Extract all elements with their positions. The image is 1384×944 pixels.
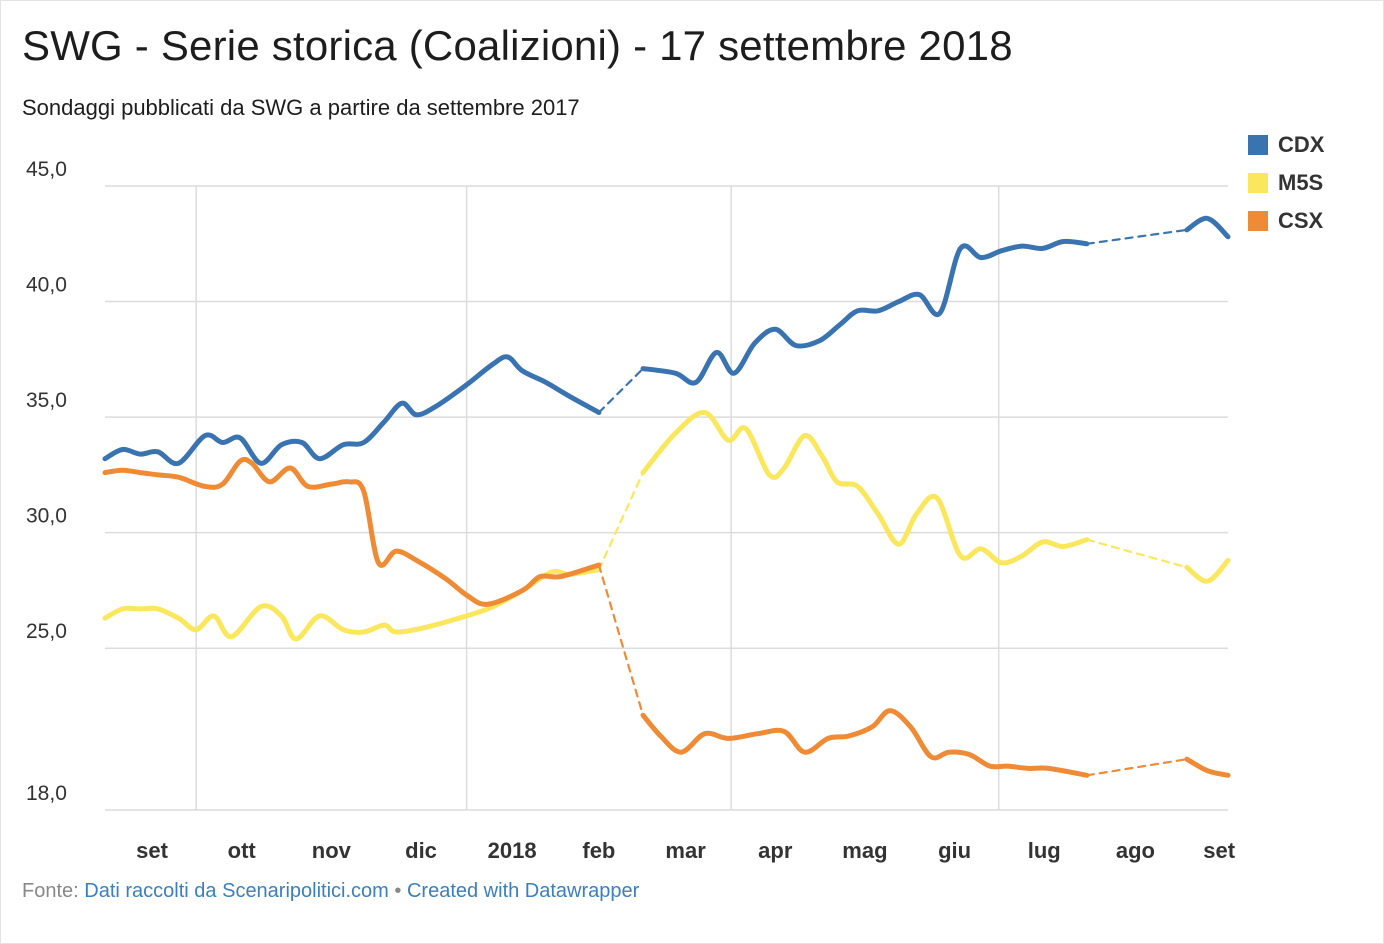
legend-item-m5s: M5S bbox=[1248, 164, 1324, 202]
footer-prefix: Fonte: bbox=[22, 880, 79, 902]
legend-label-m5s: M5S bbox=[1278, 170, 1324, 195]
line-cdx-solid bbox=[640, 238, 1090, 386]
line-cdx-dashed bbox=[597, 367, 645, 414]
x-tick-label: feb bbox=[582, 838, 615, 863]
legend-label-csx: CSX bbox=[1278, 208, 1324, 233]
footer-separator: • bbox=[394, 880, 402, 902]
chart-subtitle: Sondaggi pubblicati da SWG a partire da … bbox=[22, 95, 580, 120]
series-m5s bbox=[102, 409, 1231, 642]
x-tick-label: 2018 bbox=[488, 838, 537, 863]
y-tick-label: 18,0 bbox=[26, 782, 67, 805]
legend-swatch-m5s bbox=[1248, 173, 1268, 193]
line-m5s-dashed bbox=[597, 471, 645, 571]
series-csx bbox=[102, 456, 1231, 778]
x-tick-label: ott bbox=[228, 838, 257, 863]
x-tick-label: ago bbox=[1116, 838, 1155, 863]
line-cdx-solid bbox=[1184, 215, 1231, 240]
x-tick-label: lug bbox=[1028, 838, 1061, 863]
x-tick-label: set bbox=[136, 838, 168, 863]
x-tick-label: giu bbox=[938, 838, 971, 863]
footer: Fonte: Dati raccolti da Scenaripolitici.… bbox=[22, 880, 639, 903]
x-tick-label: mag bbox=[842, 838, 887, 863]
y-tick-label: 35,0 bbox=[26, 389, 67, 412]
x-tick-label: set bbox=[1203, 838, 1235, 863]
x-tick-label: dic bbox=[405, 838, 437, 863]
line-m5s-dashed bbox=[1085, 538, 1188, 569]
line-csx-dashed bbox=[1085, 758, 1188, 777]
legend-swatch-csx bbox=[1248, 211, 1268, 231]
line-csx-solid bbox=[1184, 756, 1231, 778]
legend-item-csx: CSX bbox=[1248, 202, 1324, 240]
axis-labels: 45,0 40,0 35,0 30,0 25,0 18,0 set ott nov dic 2018… bbox=[26, 158, 1236, 863]
line-m5s-solid bbox=[102, 567, 602, 642]
series-cdx bbox=[102, 215, 1231, 467]
line-m5s-solid bbox=[1184, 557, 1231, 584]
legend: CDX M5S CSX bbox=[1248, 126, 1324, 240]
x-tick-label: mar bbox=[665, 838, 706, 863]
line-m5s-solid bbox=[640, 409, 1090, 566]
line-csx-dashed bbox=[597, 563, 645, 717]
y-tick-label: 30,0 bbox=[26, 505, 67, 528]
line-csx-solid bbox=[102, 456, 602, 607]
y-tick-label: 25,0 bbox=[26, 620, 67, 643]
chart-title: SWG - Serie storica (Coalizioni) - 17 se… bbox=[22, 22, 1013, 69]
legend-swatch-cdx bbox=[1248, 135, 1268, 155]
source-link[interactable]: Dati raccolti da Scenaripolitici.com bbox=[84, 880, 389, 902]
legend-label-cdx: CDX bbox=[1278, 132, 1325, 157]
line-cdx-dashed bbox=[1085, 228, 1188, 245]
legend-item-cdx: CDX bbox=[1248, 126, 1324, 164]
y-tick-label: 40,0 bbox=[26, 274, 67, 297]
x-tick-label: nov bbox=[312, 838, 352, 863]
line-cdx-solid bbox=[102, 354, 602, 467]
datawrapper-link[interactable]: Created with Datawrapper bbox=[406, 880, 640, 902]
series-lines bbox=[102, 215, 1231, 778]
y-tick-label: 45,0 bbox=[26, 158, 67, 181]
line-csx-solid bbox=[640, 708, 1090, 778]
x-tick-label: apr bbox=[758, 838, 793, 863]
gridlines bbox=[105, 185, 1228, 811]
